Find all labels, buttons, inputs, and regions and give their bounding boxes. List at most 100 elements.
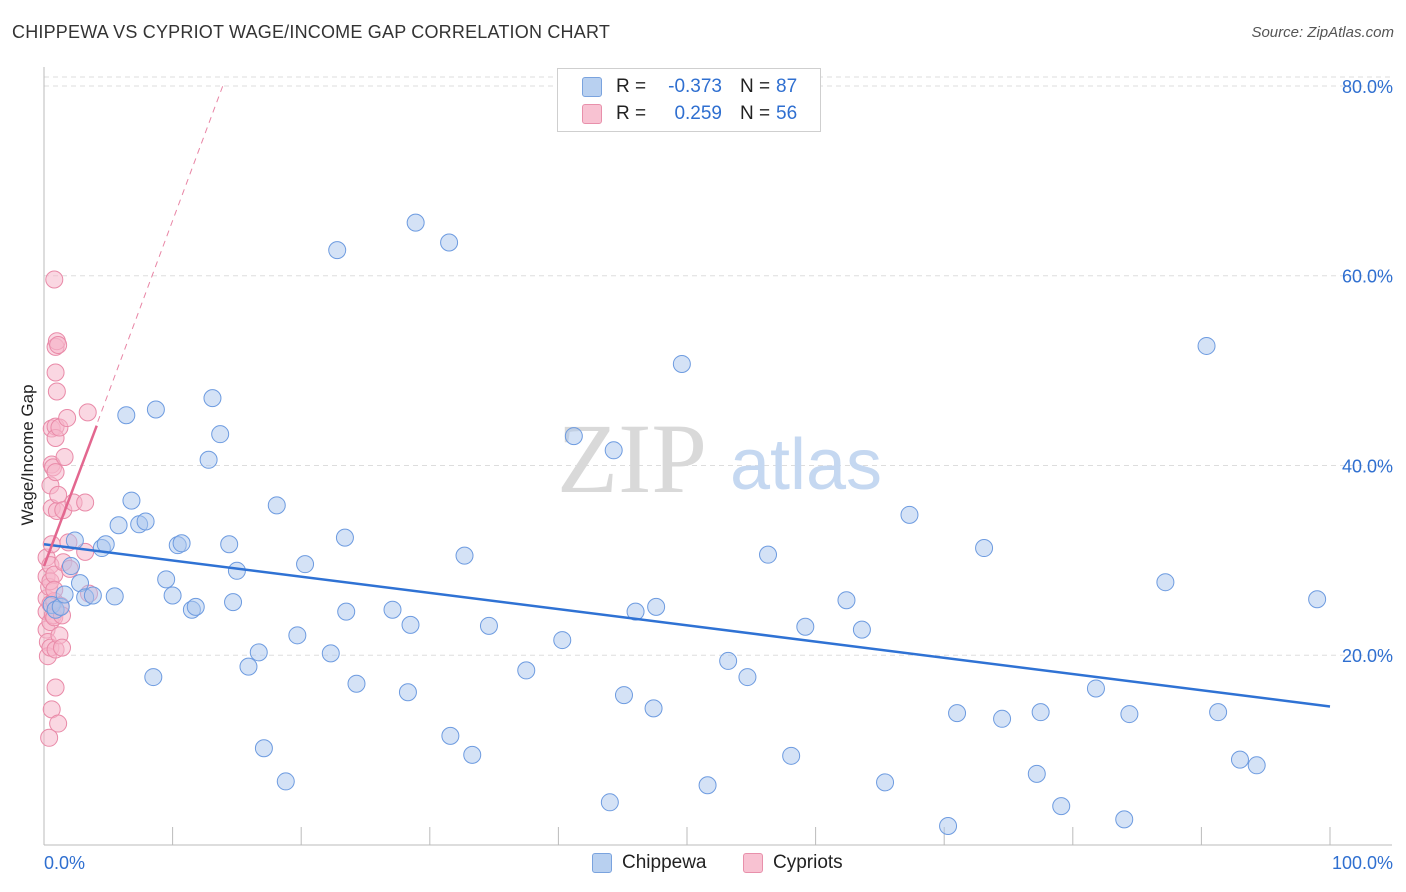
watermark-atlas: atlas	[730, 425, 882, 505]
chippewa-point	[146, 400, 165, 419]
chippewa-point	[163, 586, 182, 605]
chippewa-point	[321, 644, 340, 663]
chippewa-point	[172, 534, 191, 553]
chippewa-point	[398, 683, 417, 702]
series-swatch-chippewa	[592, 853, 612, 873]
chart-title: CHIPPEWA VS CYPRIOT WAGE/INCOME GAP CORR…	[12, 22, 611, 42]
chippewa-point	[1120, 705, 1139, 724]
chippewa-point	[117, 406, 136, 425]
chippewa-point	[614, 686, 633, 705]
chippewa-point	[1027, 764, 1046, 783]
chippewa-point	[975, 539, 994, 558]
y-tick-label: 80.0%	[1342, 77, 1393, 97]
chippewa-point	[199, 450, 218, 469]
legend-n-value: 56	[776, 103, 798, 124]
legend-n-value: 87	[776, 76, 798, 97]
y-tick-label: 20.0%	[1342, 646, 1393, 666]
chippewa-point	[647, 597, 666, 616]
chippewa-point	[249, 643, 268, 662]
cypriots-point	[49, 714, 68, 733]
chippewa-point	[644, 699, 663, 718]
chippewa-point	[288, 626, 307, 645]
cypriots-point	[76, 493, 95, 512]
series-legend: Chippewa Cypriots	[0, 852, 1406, 876]
x-tick-label-min: 0.0%	[44, 853, 85, 873]
chippewa-point	[479, 616, 498, 635]
chippewa-point	[1031, 703, 1050, 722]
chippewa-point	[876, 773, 895, 792]
chippewa-point	[1052, 797, 1071, 816]
legend-row-chippewa: R = -0.373 N = 87	[582, 75, 797, 99]
chippewa-point	[1086, 679, 1105, 698]
chippewa-point	[186, 597, 205, 616]
chippewa-point	[224, 593, 243, 612]
chippewa-point	[267, 496, 286, 515]
chippewa-point	[738, 668, 757, 687]
chippewa-point	[463, 745, 482, 764]
y-tick-label: 60.0%	[1342, 267, 1393, 287]
chippewa-point	[328, 241, 347, 260]
chippewa-point	[719, 651, 738, 670]
cypriots-point	[46, 678, 65, 697]
cypriots-point	[58, 409, 77, 428]
tick-labels: 20.0% 40.0% 60.0% 80.0% 0.0% 100.0%	[44, 77, 1393, 873]
chippewa-point	[900, 505, 919, 524]
axes	[43, 67, 1392, 846]
chippewa-point	[852, 620, 871, 639]
chippewa-point	[157, 570, 176, 589]
chippewa-trend	[43, 542, 1331, 708]
cypriots-point	[49, 485, 68, 504]
cypriots-point	[49, 335, 68, 354]
chippewa-point	[517, 661, 536, 680]
chippewa-point	[1197, 336, 1216, 355]
chippewa-point	[672, 354, 691, 373]
chippewa-point	[1308, 590, 1327, 609]
chippewa-point	[455, 546, 474, 565]
chippewa-point	[1230, 750, 1249, 769]
series-legend-cypriots[interactable]: Cypriots	[743, 852, 843, 874]
chippewa-point	[239, 657, 258, 676]
cypriots-point	[40, 728, 59, 747]
legend-r-value: -0.373	[668, 76, 722, 97]
chippewa-point	[83, 586, 102, 605]
chippewa-point	[837, 591, 856, 610]
correlation-legend: R = -0.373 N = 87 R = 0.259 N = 56	[557, 68, 821, 132]
chippewa-point	[109, 516, 128, 535]
chippewa-point	[440, 233, 459, 252]
cypriots-point	[45, 270, 64, 289]
chippewa-point	[600, 793, 619, 812]
chippewa-point	[939, 817, 958, 836]
legend-row-cypriots: R = 0.259 N = 56	[582, 102, 797, 126]
cypriots-trend-line	[42, 425, 98, 567]
chippewa-point	[1209, 703, 1228, 722]
legend-r-value: 0.259	[674, 103, 722, 124]
chippewa-point	[105, 587, 124, 606]
chippewa-point	[993, 709, 1012, 728]
legend-swatch-chippewa	[582, 77, 602, 97]
chippewa-point	[62, 557, 81, 576]
chippewa-point	[227, 561, 246, 580]
series-legend-chippewa[interactable]: Chippewa	[592, 852, 707, 874]
chippewa-point	[1115, 810, 1134, 829]
chippewa-point	[211, 425, 230, 444]
source-credit: Source: ZipAtlas.com	[1251, 24, 1394, 41]
chippewa-point	[335, 528, 354, 547]
cypriots-trend-extension	[43, 85, 224, 567]
chippewa-point	[441, 726, 460, 745]
legend-r-label: R =	[616, 103, 647, 124]
chippewa-point	[948, 704, 967, 723]
watermark-zip: ZIP	[557, 403, 707, 514]
chippewa-point	[796, 617, 815, 636]
chippewa-point	[383, 600, 402, 619]
chippewa-point	[144, 668, 163, 687]
chippewa-point	[203, 389, 222, 408]
cypriots-point	[76, 542, 95, 561]
chippewa-point	[759, 545, 778, 564]
chippewa-point	[1247, 756, 1266, 775]
chippewa-point	[220, 535, 239, 554]
cypriots-point	[46, 463, 65, 482]
chippewa-point	[276, 772, 295, 791]
chippewa-points	[42, 213, 1327, 836]
series-label-chippewa: Chippewa	[622, 852, 707, 873]
